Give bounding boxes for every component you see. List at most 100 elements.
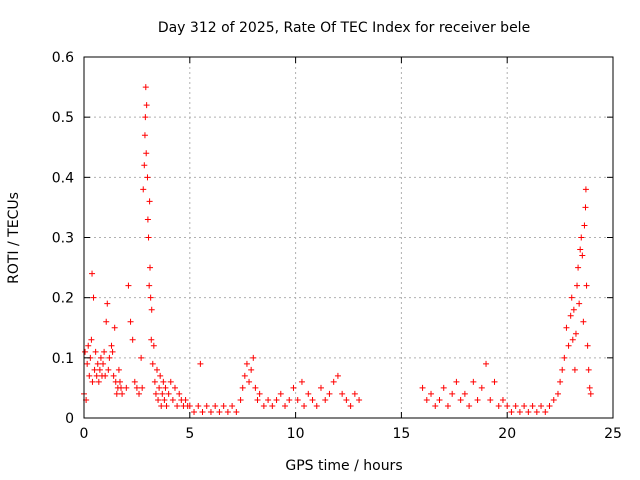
data-point bbox=[139, 384, 146, 391]
data-point bbox=[144, 174, 151, 181]
data-point bbox=[343, 396, 350, 403]
data-point bbox=[142, 84, 149, 91]
data-point bbox=[144, 216, 151, 223]
grid bbox=[84, 57, 613, 418]
data-point bbox=[182, 396, 189, 403]
data-point bbox=[90, 294, 97, 301]
data-point bbox=[119, 390, 126, 397]
data-point bbox=[419, 384, 426, 391]
data-point bbox=[444, 402, 451, 409]
data-point bbox=[269, 402, 276, 409]
data-point bbox=[586, 384, 593, 391]
data-point bbox=[94, 360, 101, 367]
data-point bbox=[250, 354, 257, 361]
plot-frame bbox=[83, 56, 614, 419]
data-point bbox=[91, 366, 98, 373]
y-axis-label: ROTI / TECUs bbox=[6, 192, 22, 284]
data-point bbox=[499, 396, 506, 403]
x-tick-label: 5 bbox=[185, 426, 194, 442]
data-point bbox=[149, 360, 156, 367]
data-point bbox=[512, 402, 519, 409]
data-point bbox=[151, 378, 158, 385]
data-point bbox=[587, 390, 594, 397]
y-tick-label: 0.4 bbox=[52, 170, 74, 186]
data-point bbox=[491, 378, 498, 385]
data-point bbox=[162, 384, 169, 391]
data-point bbox=[176, 390, 183, 397]
y-tick-label: 0.1 bbox=[52, 351, 74, 367]
data-point bbox=[243, 360, 250, 367]
data-point bbox=[330, 378, 337, 385]
data-point bbox=[453, 378, 460, 385]
data-point bbox=[568, 294, 575, 301]
data-point bbox=[461, 390, 468, 397]
data-point bbox=[156, 384, 163, 391]
data-point bbox=[89, 270, 96, 277]
data-point bbox=[449, 390, 456, 397]
data-point bbox=[508, 408, 515, 415]
data-point bbox=[101, 348, 108, 355]
data-point bbox=[161, 396, 168, 403]
data-point bbox=[148, 336, 155, 343]
data-point bbox=[326, 390, 333, 397]
x-tick-label: 25 bbox=[604, 426, 622, 442]
data-point bbox=[216, 408, 223, 415]
data-point bbox=[575, 264, 582, 271]
axis-ticks: 0 5 10 15 20 25 0 0.1 0.2 0.3 0.4 0.5 0.6 bbox=[52, 50, 622, 442]
data-point bbox=[570, 306, 577, 313]
data-point bbox=[237, 396, 244, 403]
data-point bbox=[97, 354, 104, 361]
data-point bbox=[572, 330, 579, 337]
data-point bbox=[282, 402, 289, 409]
data-point bbox=[96, 366, 103, 373]
data-point bbox=[504, 402, 511, 409]
data-point bbox=[581, 222, 588, 229]
data-point bbox=[339, 390, 346, 397]
data-point bbox=[207, 408, 214, 415]
data-point bbox=[220, 402, 227, 409]
data-point bbox=[150, 342, 157, 349]
data-point bbox=[256, 390, 263, 397]
y-tick-label: 0.3 bbox=[52, 231, 74, 247]
data-point bbox=[143, 150, 150, 157]
data-point bbox=[286, 396, 293, 403]
data-point bbox=[131, 378, 138, 385]
data-point bbox=[157, 372, 164, 379]
data-point bbox=[466, 402, 473, 409]
data-point bbox=[158, 402, 165, 409]
data-point bbox=[246, 378, 253, 385]
data-point bbox=[423, 396, 430, 403]
data-point bbox=[108, 342, 115, 349]
data-point bbox=[86, 372, 93, 379]
data-point bbox=[565, 342, 572, 349]
data-point bbox=[252, 384, 259, 391]
data-point bbox=[563, 324, 570, 331]
data-point bbox=[582, 186, 589, 193]
data-point bbox=[516, 408, 523, 415]
data-point bbox=[186, 402, 193, 409]
data-point bbox=[309, 396, 316, 403]
data-point bbox=[115, 366, 122, 373]
data-point bbox=[147, 264, 154, 271]
data-point bbox=[577, 246, 584, 253]
data-point bbox=[103, 318, 110, 325]
data-point bbox=[356, 396, 363, 403]
data-point bbox=[125, 282, 132, 289]
data-point bbox=[95, 378, 102, 385]
data-point bbox=[574, 282, 581, 289]
data-point bbox=[478, 384, 485, 391]
chart-title: Day 312 of 2025, Rate Of TEC Index for r… bbox=[158, 20, 530, 36]
data-point bbox=[233, 408, 240, 415]
data-point bbox=[440, 384, 447, 391]
x-tick-label: 10 bbox=[287, 426, 305, 442]
data-point bbox=[576, 300, 583, 307]
data-point bbox=[174, 402, 181, 409]
data-point bbox=[559, 366, 566, 373]
data-point bbox=[567, 312, 574, 319]
data-point bbox=[260, 402, 267, 409]
data-point bbox=[118, 384, 125, 391]
data-point bbox=[110, 372, 117, 379]
data-point bbox=[542, 408, 549, 415]
x-tick-label: 20 bbox=[498, 426, 516, 442]
data-point bbox=[298, 378, 305, 385]
